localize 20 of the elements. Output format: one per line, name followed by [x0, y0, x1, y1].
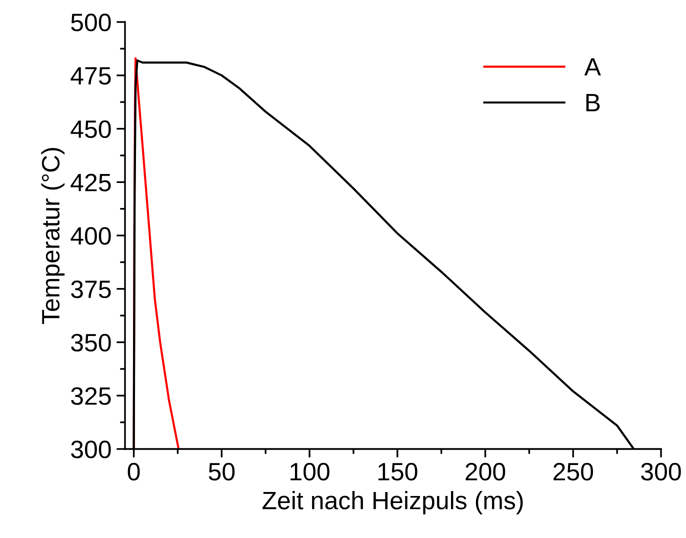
legend-label: B	[586, 94, 600, 112]
y-tick-label: 375	[71, 280, 111, 298]
x-tick-label: 50	[208, 462, 235, 481]
y-axis-title: Temperatur (°C)	[41, 148, 65, 324]
y-tick-label: 325	[71, 387, 111, 405]
legend-label: A	[584, 58, 601, 76]
x-tick-label: 300	[641, 462, 681, 481]
y-tick-label: 475	[70, 67, 111, 85]
y-tick-label: 500	[71, 14, 111, 32]
y-tick-label: 350	[71, 334, 111, 352]
x-tick-label: 250	[554, 462, 594, 481]
x-tick-label: 150	[378, 462, 418, 481]
x-tick-label: 200	[466, 462, 506, 481]
y-tick-label: 300	[71, 440, 111, 458]
y-tick-label: 400	[70, 227, 111, 245]
x-tick-label: 100	[290, 462, 330, 481]
y-tick-label: 425	[70, 174, 111, 192]
y-tick-label: 450	[70, 120, 111, 138]
x-tick-label: 0	[128, 462, 140, 481]
x-axis-title: Zeit nach Heizpuls (ms)	[262, 491, 523, 514]
